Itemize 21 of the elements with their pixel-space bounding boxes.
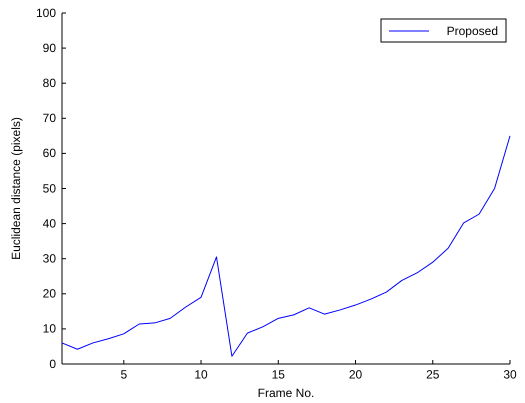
legend-label: Proposed xyxy=(446,24,498,38)
y-tick-label: 30 xyxy=(42,252,56,266)
x-tick-label: 10 xyxy=(194,368,208,382)
y-tick-label: 60 xyxy=(42,146,56,160)
x-tick-label: 15 xyxy=(272,368,286,382)
y-tick-label: 40 xyxy=(42,216,56,230)
x-tick-label: 25 xyxy=(426,368,440,382)
y-tick-label: 10 xyxy=(42,322,56,336)
y-tick-label: 50 xyxy=(42,181,56,196)
y-tick-label: 0 xyxy=(49,356,56,371)
y-tick-label: 80 xyxy=(42,76,56,90)
x-tick-label: 20 xyxy=(348,368,363,382)
y-tick-label: 70 xyxy=(42,111,56,126)
y-tick-label: 20 xyxy=(42,286,56,301)
x-tick-label: 30 xyxy=(503,368,517,382)
x-tick-label: 5 xyxy=(120,368,128,382)
y-axis-title: Euclidean distance (pixels) xyxy=(9,117,23,260)
line-series xyxy=(62,135,510,357)
x-axis-title: Frame No. xyxy=(258,386,314,400)
y-tick-label: 100 xyxy=(36,6,56,20)
y-tick-label: 90 xyxy=(42,40,56,55)
